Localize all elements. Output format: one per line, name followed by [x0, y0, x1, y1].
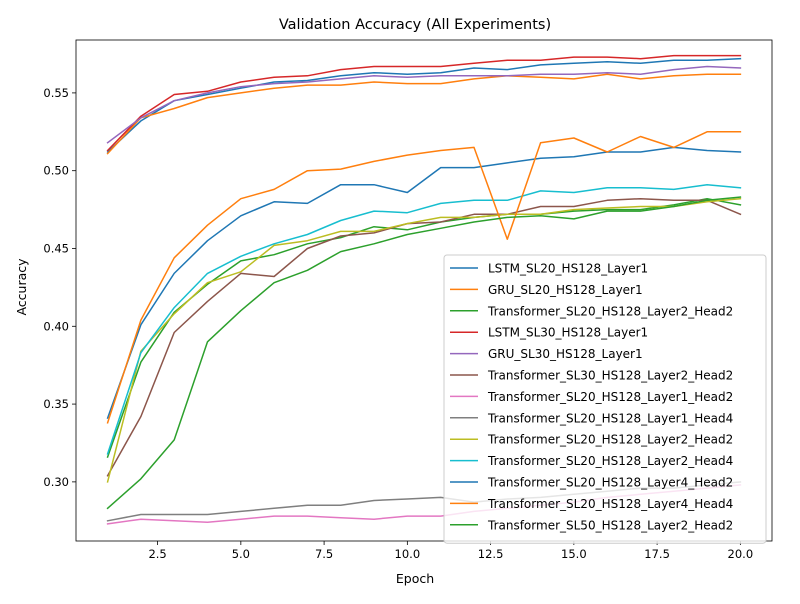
- series-line-12: [106, 196, 742, 510]
- x-tick-label: 15.0: [561, 547, 587, 561]
- legend-label: Transformer_SL50_HS128_Layer2_Head2: [487, 518, 733, 532]
- legend-label: Transformer_SL30_HS128_Layer2_Head2: [487, 369, 733, 383]
- legend-label: GRU_SL20_HS128_Layer1: [488, 283, 643, 297]
- series-line-8: [106, 197, 742, 483]
- y-tick-label: 0.40: [43, 319, 69, 333]
- y-tick-label: 0.45: [43, 241, 69, 255]
- y-tick-label: 0.55: [43, 86, 69, 100]
- x-tick-label: 10.0: [395, 547, 421, 561]
- chart-legend: LSTM_SL20_HS128_Layer1 GRU_SL20_HS128_Lay…: [443, 254, 767, 544]
- x-tick-label: 17.5: [644, 547, 670, 561]
- series-line-10: [106, 146, 742, 420]
- series-line-0: [106, 57, 742, 154]
- y-tick-label: 0.50: [43, 164, 69, 178]
- legend-label: Transformer_SL20_HS128_Layer4_Head4: [487, 497, 733, 511]
- legend-label: GRU_SL30_HS128_Layer1: [488, 347, 643, 361]
- x-tick-label: 20.0: [728, 547, 754, 561]
- legend-label: Transformer_SL20_HS128_Layer2_Head2: [487, 304, 733, 318]
- legend-label: LSTM_SL30_HS128_Layer1: [488, 326, 648, 340]
- legend-label: Transformer_SL20_HS128_Layer1_Head4: [487, 411, 733, 425]
- legend-box: [443, 254, 767, 544]
- plot-area: 2.5 5.0 7.5 10.0 12.5 15.0 17.5 20.0 0.30 0.35 0.4…: [43, 39, 773, 561]
- series-line-4: [106, 65, 742, 144]
- legend-label: Transformer_SL20_HS128_Layer1_Head2: [487, 390, 733, 404]
- x-tick-label: 7.5: [315, 547, 333, 561]
- legend-label: LSTM_SL20_HS128_Layer1: [488, 262, 648, 276]
- axes-frame: [75, 39, 773, 542]
- series-line-5: [106, 197, 742, 477]
- series-line-11: [106, 131, 742, 424]
- series-line-1: [106, 73, 742, 155]
- x-axis-label: Epoch: [396, 571, 434, 586]
- series-line-9: [106, 183, 742, 455]
- y-tick-label: 0.35: [43, 397, 69, 411]
- x-tick-label: 5.0: [232, 547, 250, 561]
- chart-title: Validation Accuracy (All Experiments): [279, 17, 551, 33]
- x-tick-label: 2.5: [148, 547, 166, 561]
- y-axis-label: Accuracy: [14, 258, 29, 316]
- series-line-3: [106, 54, 742, 152]
- x-tick-label: 12.5: [478, 547, 504, 561]
- y-tick-label: 0.30: [43, 475, 69, 489]
- legend-label: Transformer_SL20_HS128_Layer2_Head2: [487, 433, 733, 447]
- legend-label: Transformer_SL20_HS128_Layer2_Head4: [487, 454, 733, 468]
- legend-label: Transformer_SL20_HS128_Layer4_Head2: [487, 476, 733, 490]
